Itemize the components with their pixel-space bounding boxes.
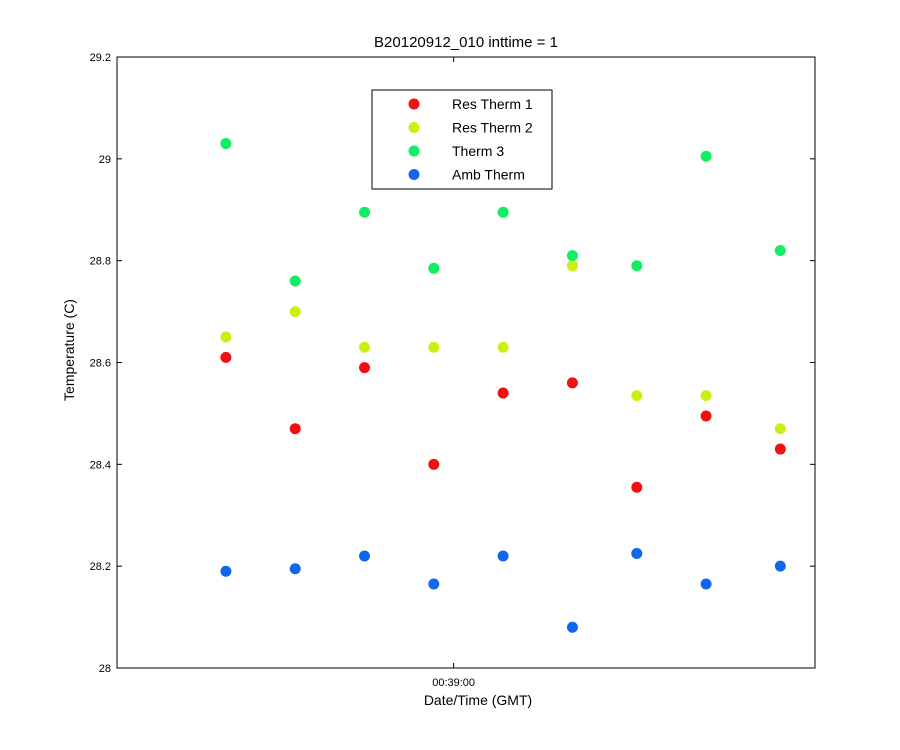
legend-label: Res Therm 1: [452, 96, 533, 112]
y-axis: 28 28.2 28.4 28.6 28.8 29 29.2: [90, 52, 815, 675]
legend-label: Therm 3: [452, 143, 504, 159]
data-point: [220, 565, 232, 577]
data-point: [359, 206, 371, 218]
data-point: [497, 206, 509, 218]
data-point: [428, 262, 440, 274]
data-point: [428, 341, 440, 353]
data-point: [497, 341, 509, 353]
data-point: [220, 331, 232, 343]
data-point: [700, 578, 712, 590]
y-tick-label: 28.8: [90, 256, 111, 268]
x-tick-label: 00:39:00: [432, 677, 475, 689]
data-point: [428, 458, 440, 470]
data-point: [289, 306, 301, 318]
legend-marker: [408, 122, 420, 133]
data-point: [631, 390, 643, 402]
data-point: [631, 260, 643, 272]
y-axis-label: Temperature (C): [61, 299, 77, 401]
data-point: [220, 138, 232, 150]
data-point: [774, 244, 786, 256]
data-point: [700, 150, 712, 162]
legend-marker: [408, 98, 420, 110]
data-point: [566, 260, 578, 272]
legend-marker: [408, 169, 420, 180]
legend: Res Therm 1 Res Therm 2 Therm 3 Amb Therm: [371, 89, 553, 190]
y-tick-label: 28.2: [90, 561, 111, 573]
data-point: [631, 547, 643, 559]
data-point: [289, 275, 301, 287]
data-point: [359, 341, 371, 353]
data-points: [220, 138, 786, 633]
data-point: [220, 351, 232, 363]
x-axis: 00:39:00: [432, 57, 475, 689]
chart-title: B20120912_010 inttime = 1: [374, 34, 558, 51]
data-point: [289, 423, 301, 435]
legend-label: Amb Therm: [452, 167, 525, 183]
data-point: [289, 563, 301, 575]
data-point: [700, 390, 712, 402]
legend-label: Res Therm 2: [452, 120, 533, 136]
data-point: [359, 362, 371, 374]
data-point: [497, 387, 509, 399]
x-axis-label: Date/Time (GMT): [424, 692, 532, 708]
y-tick-label: 29: [99, 154, 111, 166]
data-point: [774, 443, 786, 455]
y-tick-label: 28: [99, 663, 111, 675]
data-point: [700, 410, 712, 422]
data-point: [428, 578, 440, 590]
data-point: [566, 250, 578, 262]
y-tick-label: 28.6: [90, 358, 111, 370]
legend-marker: [408, 145, 420, 157]
data-point: [774, 423, 786, 435]
legend-box: [371, 89, 553, 190]
data-point: [566, 621, 578, 633]
data-point: [359, 550, 371, 562]
data-point: [566, 377, 578, 389]
data-point: [774, 560, 786, 572]
y-tick-label: 29.2: [90, 52, 111, 64]
data-point: [497, 550, 509, 562]
y-tick-label: 28.4: [90, 459, 111, 471]
data-point: [631, 481, 643, 493]
